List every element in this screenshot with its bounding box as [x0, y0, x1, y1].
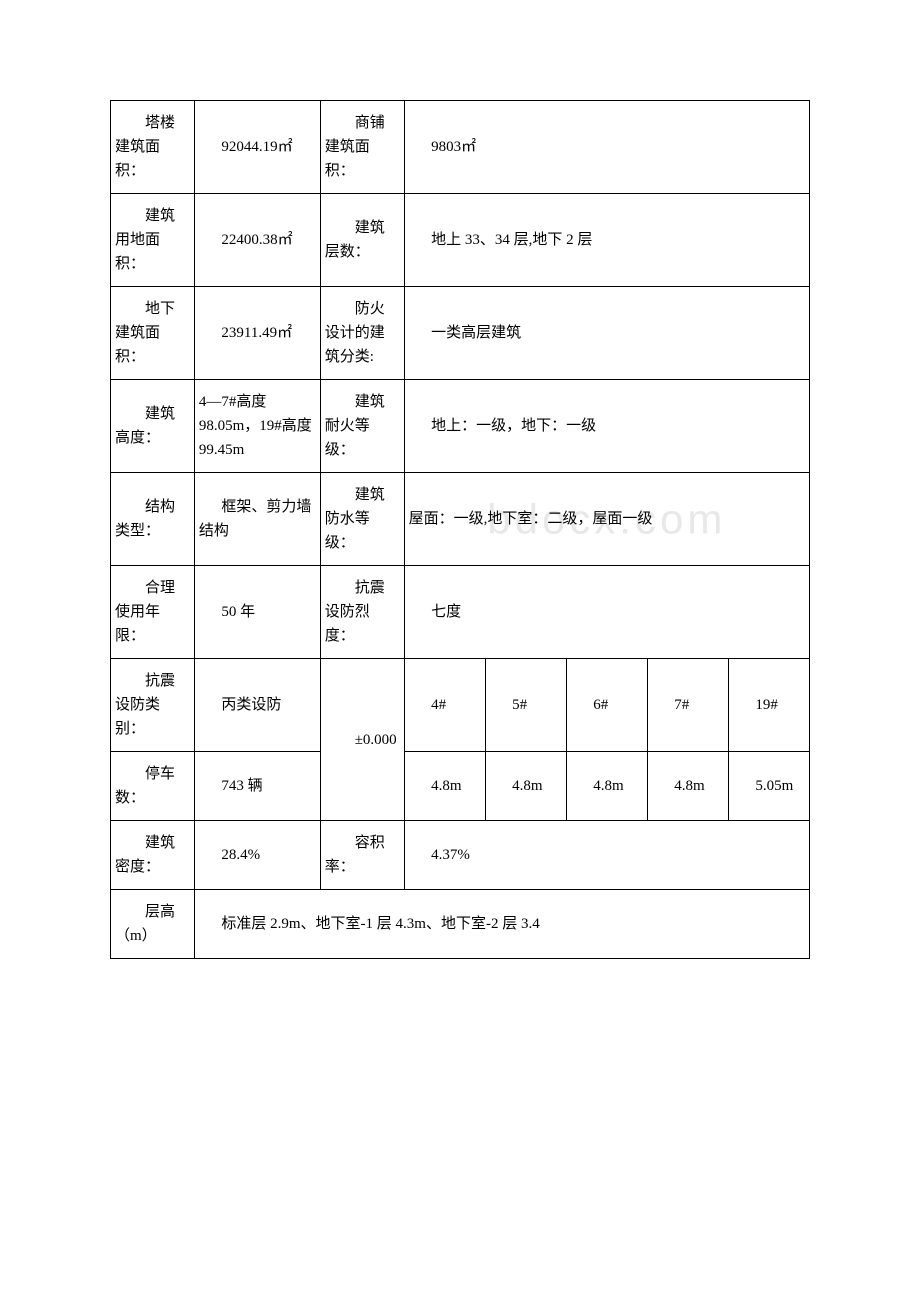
table-row: 结构类型： 框架、剪力墙结构 建筑防水等级： bdocx.com 屋面：一级,地… — [111, 473, 810, 566]
table-row: 停车数： 743 辆 4.8m 4.8m 4.8m 4.8m 5.05m — [111, 752, 810, 821]
cell-value: 4.37% — [404, 821, 809, 890]
cell-value: 七度 — [404, 566, 809, 659]
cell-label: 建筑密度： — [111, 821, 195, 890]
cell-value: 92044.19㎡ — [194, 101, 320, 194]
cell-value: 一类高层建筑 — [404, 287, 809, 380]
table-row: 塔楼建筑面积： 92044.19㎡ 商铺建筑面积： 9803㎡ — [111, 101, 810, 194]
cell-value: 4—7#高度 98.05m，19#高度 99.45m — [194, 380, 320, 473]
cell-value: 4.8m — [647, 752, 728, 821]
building-spec-table: 塔楼建筑面积： 92044.19㎡ 商铺建筑面积： 9803㎡ 建筑用地面积： … — [110, 100, 810, 959]
cell-value: 19# — [728, 659, 809, 752]
cell-value: 地上：一级，地下：一级 — [404, 380, 809, 473]
cell-text: 屋面：一级,地下室：二级，屋面一级 — [409, 511, 653, 527]
cell-value: bdocx.com 屋面：一级,地下室：二级，屋面一级 — [404, 473, 809, 566]
cell-value: 丙类设防 — [194, 659, 320, 752]
cell-value: 28.4% — [194, 821, 320, 890]
cell-label: 建筑高度： — [111, 380, 195, 473]
cell-label: 建筑耐火等级： — [320, 380, 404, 473]
cell-label: 建筑用地面积： — [111, 194, 195, 287]
cell-label: ±0.000 — [320, 659, 404, 821]
cell-label: 建筑层数： — [320, 194, 404, 287]
cell-label: 防火设计的建筑分类: — [320, 287, 404, 380]
cell-value: 6# — [566, 659, 647, 752]
cell-value: 4# — [404, 659, 485, 752]
cell-value: 4.8m — [404, 752, 485, 821]
cell-label: 建筑防水等级： — [320, 473, 404, 566]
cell-label: 容积率： — [320, 821, 404, 890]
cell-label: 地下建筑面积： — [111, 287, 195, 380]
table-row: 建筑高度： 4—7#高度 98.05m，19#高度 99.45m 建筑耐火等级：… — [111, 380, 810, 473]
cell-value: 5.05m — [728, 752, 809, 821]
cell-value: 框架、剪力墙结构 — [194, 473, 320, 566]
table-row: 建筑用地面积： 22400.38㎡ 建筑层数： 地上 33、34 层,地下 2 … — [111, 194, 810, 287]
cell-value: 7# — [647, 659, 728, 752]
cell-value: 地上 33、34 层,地下 2 层 — [404, 194, 809, 287]
cell-label: 合理使用年限： — [111, 566, 195, 659]
cell-label: 结构类型： — [111, 473, 195, 566]
cell-value: 50 年 — [194, 566, 320, 659]
cell-label: 停车数： — [111, 752, 195, 821]
cell-value: 5# — [485, 659, 566, 752]
cell-value: 标准层 2.9m、地下室-1 层 4.3m、地下室-2 层 3.4 — [194, 890, 809, 959]
table-row: 地下建筑面积： 23911.49㎡ 防火设计的建筑分类: 一类高层建筑 — [111, 287, 810, 380]
cell-label: 抗震设防类别： — [111, 659, 195, 752]
table-row: 层高（m） 标准层 2.9m、地下室-1 层 4.3m、地下室-2 层 3.4 — [111, 890, 810, 959]
cell-label: 抗震设防烈度： — [320, 566, 404, 659]
cell-value: 9803㎡ — [404, 101, 809, 194]
cell-label: 层高（m） — [111, 890, 195, 959]
table-row: 建筑密度： 28.4% 容积率： 4.37% — [111, 821, 810, 890]
cell-label: 塔楼建筑面积： — [111, 101, 195, 194]
table-row: 合理使用年限： 50 年 抗震设防烈度： 七度 — [111, 566, 810, 659]
cell-value: 4.8m — [566, 752, 647, 821]
cell-label: 商铺建筑面积： — [320, 101, 404, 194]
cell-value: 4.8m — [485, 752, 566, 821]
cell-value: 743 辆 — [194, 752, 320, 821]
cell-value: 23911.49㎡ — [194, 287, 320, 380]
cell-value: 22400.38㎡ — [194, 194, 320, 287]
table-row: 抗震设防类别： 丙类设防 ±0.000 4# 5# 6# 7# 19# — [111, 659, 810, 752]
